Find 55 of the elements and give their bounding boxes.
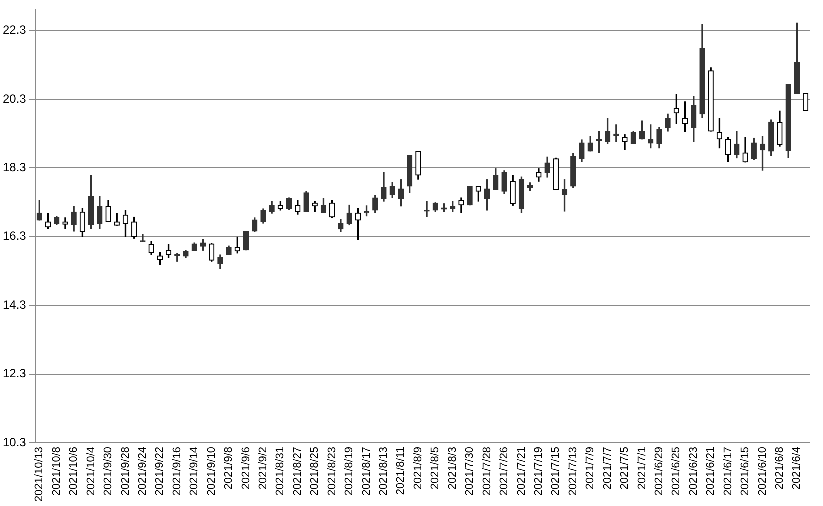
x-tick-label: 2021/7/5 [619, 446, 632, 490]
x-tick-label: 2021/9/8 [223, 446, 236, 490]
candlestick [62, 218, 68, 230]
y-tick-label: 20.3 [2, 92, 27, 106]
y-tick-label: 22.3 [2, 23, 27, 38]
y-tick-label: 16.3 [2, 229, 27, 244]
x-tick-label: 2021/8/17 [360, 446, 373, 496]
x-tick-label: 2021/8/3 [446, 446, 459, 490]
x-tick-label: 2021/9/2 [258, 446, 270, 490]
x-tick-label: 2021/6/25 [670, 446, 683, 496]
x-tick-label: 2021/9/6 [240, 446, 252, 490]
x-tick-label: 2021/6/4 [791, 446, 804, 490]
x-tick-label: 2021/10/4 [85, 446, 98, 496]
x-tick-label: 2021/10/13 [34, 446, 46, 502]
x-tick-label: 2021/10/6 [68, 446, 80, 496]
x-tick-label: 2021/8/13 [378, 446, 390, 496]
x-tick-label: 2021/9/10 [206, 446, 218, 496]
y-tick-label: 18.3 [2, 160, 27, 174]
y-tick-label: 12.3 [2, 366, 27, 381]
x-tick-label: 2021/6/17 [722, 446, 734, 496]
x-tick-label: 2021/6/8 [774, 446, 786, 490]
x-tick-label: 2021/7/28 [481, 446, 494, 496]
x-tick-label: 2021/6/23 [688, 446, 700, 496]
x-tick-label: 2021/8/27 [292, 446, 304, 496]
x-tick-label: 2021/10/8 [50, 446, 63, 496]
x-tick-label: 2021/7/13 [567, 446, 580, 496]
x-tick-label: 2021/7/1 [636, 446, 648, 490]
x-tick-label: 2021/7/19 [532, 446, 545, 496]
x-tick-label: 2021/9/22 [154, 446, 166, 496]
x-tick-label: 2021/7/26 [498, 446, 511, 496]
x-tick-label: 2021/8/31 [274, 446, 287, 496]
x-tick-label: 2021/7/15 [550, 446, 562, 496]
x-tick-label: 2021/9/30 [102, 446, 115, 496]
x-tick-label: 2021/7/30 [464, 446, 476, 496]
x-tick-label: 2021/8/11 [395, 446, 408, 496]
x-tick-label: 2021/8/9 [412, 446, 424, 490]
x-tick-label: 2021/8/23 [326, 446, 338, 496]
x-tick-label: 2021/9/14 [188, 446, 201, 496]
y-tick-label: 14.3 [2, 298, 27, 312]
x-tick-label: 2021/8/5 [430, 446, 442, 490]
candlestick [140, 234, 146, 242]
x-tick-label: 2021/7/7 [602, 446, 614, 490]
x-tick-label: 2021/7/9 [584, 446, 597, 490]
x-tick-label: 2021/6/15 [740, 446, 752, 496]
x-tick-label: 2021/7/21 [516, 446, 528, 496]
candlestick [424, 201, 430, 218]
x-tick-label: 2021/8/25 [309, 446, 322, 496]
x-tick-label: 2021/6/10 [756, 446, 769, 496]
x-tick-label: 2021/9/24 [136, 446, 149, 496]
x-tick-label: 2021/8/19 [344, 446, 356, 496]
x-tick-label: 2021/9/28 [120, 446, 132, 496]
y-tick-label: 10.3 [2, 435, 27, 450]
x-tick-label: 2021/9/16 [171, 446, 184, 496]
x-tick-label: 2021/6/29 [653, 446, 666, 496]
x-tick-label: 2021/6/21 [705, 446, 718, 496]
